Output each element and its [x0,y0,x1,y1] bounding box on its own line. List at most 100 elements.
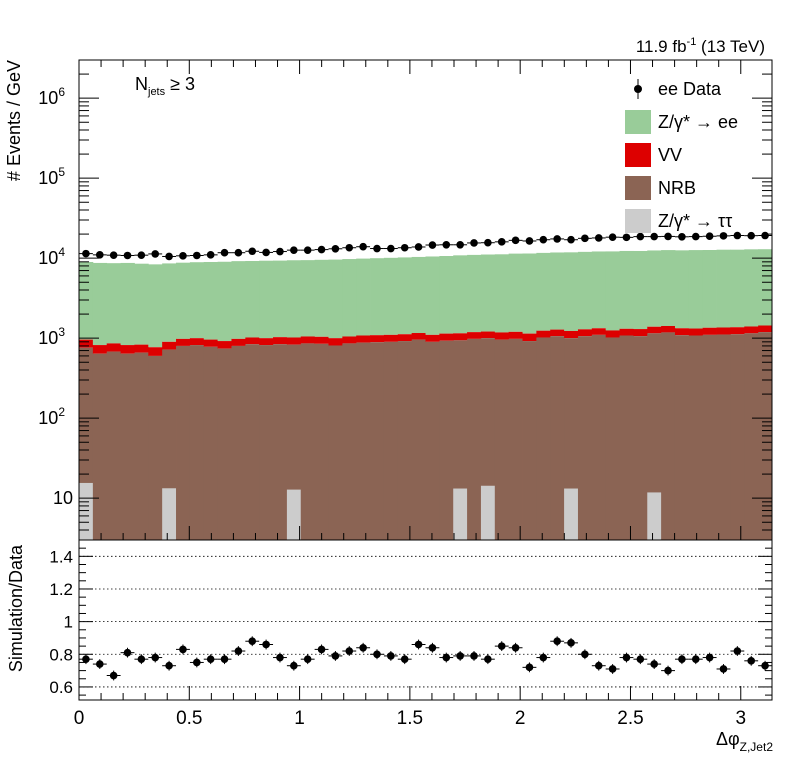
bar-nrb [674,335,690,540]
bar-zee [633,250,648,330]
bar-vv [370,335,385,343]
bar-zee [148,264,163,348]
bar-ztautau [79,482,93,540]
ratio-point [414,640,423,649]
bar-zee [758,249,772,326]
bar-vv [245,337,260,345]
ratio-point [193,658,201,667]
data-point [705,232,714,241]
data-point [262,248,270,257]
bar-zee [702,250,717,328]
data-point [650,232,658,241]
legend-swatch [625,176,651,200]
bar-vv [550,329,565,337]
main-y-axis-title: # Events / GeV [4,60,24,181]
data-point [567,235,575,244]
ratio-point [608,665,617,673]
ratio-point [331,652,340,660]
bar-nrb [397,341,413,540]
bar-vv [217,341,232,349]
bar-nrb [120,353,135,540]
ratio-point [82,655,90,663]
x-axis-title: ΔφZ,Jet2 [716,729,773,754]
data-point [109,251,118,259]
data-point [719,232,728,240]
bar-vv [342,336,357,344]
ratio-point [470,652,478,660]
ratio-point [303,655,312,663]
bar-nrb [273,344,288,540]
ratio-point [137,655,146,663]
bar-nrb [508,338,523,540]
ratio-point [484,655,492,663]
legend-label: VV [658,145,682,165]
bar-ztautau [480,485,495,540]
bar-zee [605,251,620,331]
bar-zee [203,261,218,340]
bar-vv [577,329,593,337]
ratio-point [664,666,672,675]
bar-nrb [716,334,731,540]
bar-vv [536,330,551,338]
data-point [636,232,645,241]
data-point [179,252,187,260]
x-tick-label: 0 [74,708,85,729]
data-points [79,231,772,261]
ratio-y-tick-label: 1 [64,613,73,632]
ratio-point [359,643,367,652]
bar-zee [328,259,343,339]
bar-nrb [328,345,343,540]
bar-vv [134,344,149,353]
bar-zee [134,263,149,345]
ratio-x-ticks: 0 0.5 1 1.5 2 2.5 3 [74,686,746,729]
bar-vv [79,339,94,348]
data-point [206,251,215,259]
bar-vv [661,325,676,333]
bar-nrb [148,355,163,540]
data-point [428,241,437,249]
ratio-point [165,661,173,670]
ratio-point [400,655,409,663]
bar-vv [467,332,482,339]
ratio-point [234,647,243,655]
ratio-point [636,655,645,663]
bar-zee [730,249,745,328]
data-point [456,240,464,249]
ratio-point [290,661,298,670]
ratio-point [622,653,631,662]
ratio-point [387,652,395,660]
data-point [608,233,617,241]
y-tick-label: 106 [38,85,65,108]
bar-zee [356,258,371,336]
data-point [733,231,742,240]
ratio-point [442,653,451,662]
bar-vv [273,337,288,345]
bar-nrb [245,344,260,540]
bar-vv [494,332,510,340]
ratio-point [248,637,257,646]
bar-zee [189,262,205,339]
data-point [678,232,686,241]
legend-label: Z/γ* → ττ [658,211,732,231]
lumi-label: 11.9 fb-1 (13 TeV) [636,36,765,56]
bar-nrb [467,338,482,540]
bar-zee [674,250,690,329]
ratio-point [719,665,728,673]
ratio-y-axis-title: Simulation/Data [6,544,26,672]
legend-label: Z/γ* → ee [658,112,738,132]
ratio-point [691,655,700,663]
bar-nrb [550,336,565,540]
data-point [317,245,326,254]
bar-vv [647,326,662,334]
bar-nrb [522,341,537,540]
ratio-point [594,661,603,670]
ratio-point [511,643,520,652]
bar-vv [148,347,163,356]
data-point [387,244,395,253]
x-axis-title-subscript: Z,Jet2 [740,740,774,754]
bar-zee [716,249,731,328]
x-tick-label: 3 [735,708,746,729]
bar-zee [425,256,440,335]
bar-zee [259,260,274,339]
